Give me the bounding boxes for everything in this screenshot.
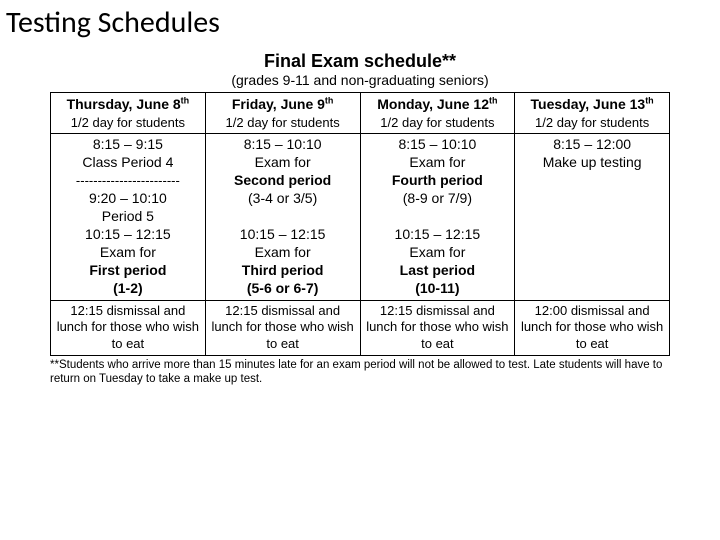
c1-l3: Second period <box>234 172 331 188</box>
slide-title: Testing Schedules <box>0 0 720 51</box>
day-1: Friday, June 9 <box>232 96 325 112</box>
c0-l4a: Period <box>102 208 146 224</box>
c0-l6: Exam for <box>100 244 156 260</box>
c2-l6: Exam for <box>409 244 465 260</box>
c1-l7: Third period <box>242 262 324 278</box>
c2-sp <box>435 208 439 224</box>
c3-l2: Make up testing <box>543 154 642 170</box>
dismiss-3: 12:00 dismissal and lunch for those who … <box>515 300 670 355</box>
halfday-1: 1/2 day for students <box>226 115 340 130</box>
c1-l4: (3-4 or 3/5) <box>248 190 317 206</box>
dismiss-2: 12:15 dismissal and lunch for those who … <box>360 300 515 355</box>
c3-l1: 8:15 – 12:00 <box>553 136 631 152</box>
c1-l8: (5-6 or 6-7) <box>247 280 319 296</box>
schedule-table: Thursday, June 8th 1/2 day for students … <box>50 92 670 356</box>
ord-0: th <box>181 95 190 105</box>
cell-1: 8:15 – 10:10 Exam for Second period (3-4… <box>205 134 360 300</box>
c0-l3: 9:20 – 10:10 <box>89 190 167 206</box>
c0-l7: First period <box>89 262 166 278</box>
c1-l6: Exam for <box>255 244 311 260</box>
day-2: Monday, June 12 <box>377 96 489 112</box>
dismiss-1: 12:15 dismissal and lunch for those who … <box>205 300 360 355</box>
ord-1: th <box>325 95 334 105</box>
content-area: Final Exam schedule** (grades 9-11 and n… <box>0 51 720 386</box>
day-3: Tuesday, June 13 <box>531 96 646 112</box>
c2-l7: Last period <box>400 262 475 278</box>
ord-3: th <box>645 95 654 105</box>
footnote: **Students who arrive more than 15 minut… <box>50 356 670 387</box>
cell-0: 8:15 – 9:15 Class Period 4 -------------… <box>51 134 206 300</box>
c2-l5: 10:15 – 12:15 <box>395 226 481 242</box>
c0-l1: 8:15 – 9:15 <box>93 136 163 152</box>
col-head-2: Monday, June 12th 1/2 day for students <box>360 93 515 134</box>
c0-l5: 10:15 – 12:15 <box>85 226 171 242</box>
halfday-0: 1/2 day for students <box>71 115 185 130</box>
dismiss-0: 12:15 dismissal and lunch for those who … <box>51 300 206 355</box>
c1-l1: 8:15 – 10:10 <box>244 136 322 152</box>
c2-l3: Fourth period <box>392 172 483 188</box>
day-0: Thursday, June 8 <box>67 96 181 112</box>
col-head-1: Friday, June 9th 1/2 day for students <box>205 93 360 134</box>
col-head-3: Tuesday, June 13th 1/2 day for students <box>515 93 670 134</box>
c0-l2a: Class Period <box>82 154 165 170</box>
table-body-row: 8:15 – 9:15 Class Period 4 -------------… <box>51 134 670 300</box>
col-head-0: Thursday, June 8th 1/2 day for students <box>51 93 206 134</box>
c2-l8: (10-11) <box>415 280 459 296</box>
c2-l4: (8-9 or 7/9) <box>403 190 472 206</box>
table-header-row: Thursday, June 8th 1/2 day for students … <box>51 93 670 134</box>
exam-subheading: (grades 9-11 and non-graduating seniors) <box>50 72 670 88</box>
cell-3: 8:15 – 12:00 Make up testing <box>515 134 670 300</box>
ord-2: th <box>489 95 498 105</box>
c0-l4b: 5 <box>146 208 154 224</box>
cell-2: 8:15 – 10:10 Exam for Fourth period (8-9… <box>360 134 515 300</box>
c1-l2: Exam for <box>255 154 311 170</box>
c2-l1: 8:15 – 10:10 <box>398 136 476 152</box>
halfday-2: 1/2 day for students <box>380 115 494 130</box>
exam-heading: Final Exam schedule** <box>50 51 670 72</box>
c0-l8: (1-2) <box>113 280 143 296</box>
c0-l2b: 4 <box>166 154 174 170</box>
halfday-3: 1/2 day for students <box>535 115 649 130</box>
c1-l5: 10:15 – 12:15 <box>240 226 326 242</box>
c2-l2: Exam for <box>409 154 465 170</box>
table-dismissal-row: 12:15 dismissal and lunch for those who … <box>51 300 670 355</box>
c0-dash: ------------------------ <box>76 173 180 188</box>
c1-sp <box>281 208 285 224</box>
